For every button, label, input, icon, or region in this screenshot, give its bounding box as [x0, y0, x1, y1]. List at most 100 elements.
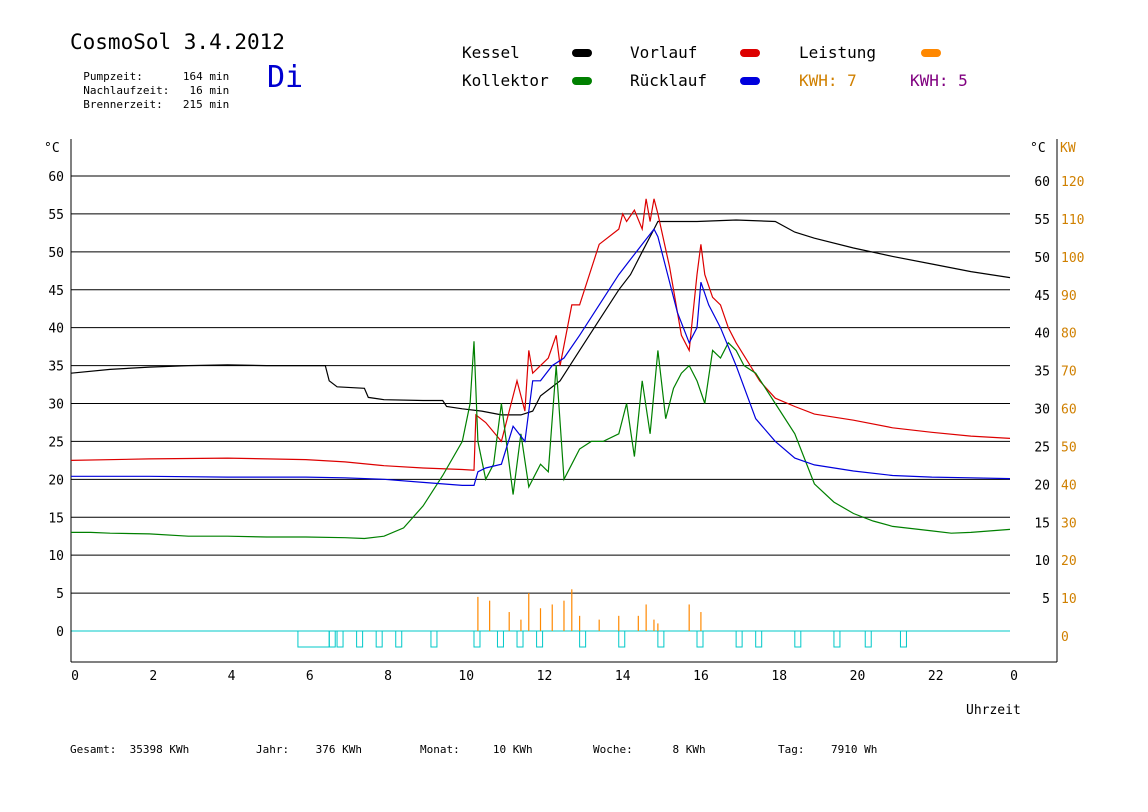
y-right-kw-tick-label: 50: [1061, 440, 1077, 455]
y-right-kw-tick-label: 60: [1061, 403, 1077, 418]
y-right-kw-tick-label: 70: [1061, 365, 1077, 380]
pump-state-marker: [496, 630, 504, 648]
pump-state-marker: [395, 630, 403, 648]
x-tick-label: 6: [306, 669, 314, 684]
y-right-kw-tick-label: 110: [1061, 213, 1084, 228]
x-tick-label: 10: [458, 669, 474, 684]
stat-value: 215 min: [182, 98, 230, 111]
x-tick-label: 20: [850, 669, 866, 684]
y-left-tick-label: 30: [48, 398, 64, 413]
pump-state-marker: [536, 630, 544, 648]
kwh-total-orange: KWH: 7: [799, 71, 857, 90]
pump-state-markers: [297, 630, 907, 648]
y-right-tick-label: 55: [1034, 213, 1050, 228]
x-tick-label: 16: [693, 669, 709, 684]
y-right-kw-tick-label: 90: [1061, 289, 1077, 304]
y-right-tick-label: 45: [1034, 289, 1050, 304]
y-left-tick-label: 5: [56, 587, 64, 602]
y-right-tick-label: 50: [1034, 251, 1050, 266]
y-right-unit: °C: [1030, 141, 1046, 156]
pump-state-marker: [297, 630, 330, 648]
y-right-kw-tick-label: 40: [1061, 478, 1077, 493]
y-left-tick-label: 10: [48, 549, 64, 564]
y-right-tick-label: 35: [1034, 365, 1050, 380]
y-right-kw-tick-label: 30: [1061, 516, 1077, 531]
y-right-kw-unit: KW: [1060, 141, 1076, 156]
y-left-tick-label: 60: [48, 170, 64, 185]
pump-state-marker: [794, 630, 802, 648]
series-line-kollektor: [71, 341, 1011, 540]
footer-woche: Woche: 8 KWh: [593, 743, 706, 756]
pump-state-marker: [356, 630, 364, 648]
pump-state-marker: [657, 630, 665, 648]
footer-label: Tag:: [778, 743, 805, 756]
footer-value: 376 KWh: [315, 743, 362, 756]
legend-swatch-ruecklauf: [740, 77, 760, 85]
stat-label: Brennerzeit:: [83, 98, 163, 111]
x-tick-label: 8: [384, 669, 392, 684]
x-tick-label: 22: [928, 669, 944, 684]
pump-state-marker: [618, 630, 626, 648]
y-right-kw-tick-label: 120: [1061, 175, 1084, 190]
y-left-tick-label: 35: [48, 360, 64, 375]
x-tick-label: 0: [1010, 669, 1018, 684]
stat-value: 164 min: [182, 70, 230, 83]
series-line-kessel: [70, 219, 1011, 416]
pump-state-marker: [430, 630, 438, 648]
day-label: Di: [267, 60, 304, 95]
series-line-rücklauf: [71, 227, 1011, 486]
series-line-vorlauf: [70, 198, 1011, 471]
pump-state-marker: [864, 630, 872, 648]
legend-swatch-kollektor: [572, 77, 592, 85]
y-right-kw-tick-label: 0: [1061, 630, 1069, 645]
pump-state-marker: [833, 630, 841, 648]
y-right-tick-label: 25: [1034, 440, 1050, 455]
legend-label-kollektor: Kollektor: [462, 71, 549, 90]
legend-swatch-kessel: [572, 49, 592, 57]
stat-label: Nachlaufzeit:: [83, 84, 170, 97]
pump-state-marker: [336, 630, 344, 648]
legend-label-ruecklauf: Rücklauf: [630, 71, 708, 90]
y-right-kw-tick-label: 100: [1061, 251, 1084, 266]
footer-value: 10 KWh: [492, 743, 533, 756]
pump-state-marker: [328, 630, 336, 648]
footer-value: 7910 Wh: [831, 743, 878, 756]
axis-labels: 0510152025303540455055605101520253035404…: [48, 170, 1084, 684]
footer-label: Monat:: [420, 743, 460, 756]
footer-value: 8 KWh: [672, 743, 706, 756]
y-left-tick-label: 15: [48, 511, 64, 526]
footer-jahr: Jahr: 376 KWh: [256, 743, 362, 756]
x-tick-label: 0: [71, 669, 79, 684]
pump-state-marker: [735, 630, 743, 648]
pump-state-marker: [375, 630, 383, 648]
x-tick-label: 14: [615, 669, 631, 684]
y-right-tick-label: 20: [1034, 478, 1050, 493]
stat-nachlaufzeit: Nachlaufzeit: 16 min: [70, 71, 229, 97]
y-right-tick-label: 30: [1034, 403, 1050, 418]
y-right-tick-label: 5: [1042, 592, 1050, 607]
x-tick-label: 12: [537, 669, 553, 684]
y-right-kw-tick-label: 80: [1061, 327, 1077, 342]
pump-state-marker: [579, 630, 587, 648]
stat-label: Pumpzeit:: [83, 70, 143, 83]
pump-state-marker: [696, 630, 704, 648]
legend-label-leistung: Leistung: [799, 43, 877, 62]
x-tick-label: 4: [228, 669, 236, 684]
y-left-tick-label: 20: [48, 473, 64, 488]
y-left-tick-label: 40: [48, 322, 64, 337]
y-right-tick-label: 60: [1034, 175, 1050, 190]
y-left-tick-label: 55: [48, 208, 64, 223]
pump-state-marker: [755, 630, 763, 648]
legend-label-kessel: Kessel: [462, 43, 520, 62]
page-title: CosmoSol 3.4.2012: [70, 30, 285, 54]
y-left-tick-label: 45: [48, 284, 64, 299]
y-left-tick-label: 0: [56, 625, 64, 640]
y-right-tick-label: 40: [1034, 327, 1050, 342]
y-right-kw-tick-label: 20: [1061, 554, 1077, 569]
series-lines: [70, 198, 1011, 631]
legend-label-vorlauf: Vorlauf: [630, 43, 698, 62]
footer-label: Woche:: [593, 743, 633, 756]
stat-brennerzeit: Brennerzeit: 215 min: [70, 85, 229, 111]
legend-swatch-leistung: [921, 49, 941, 57]
